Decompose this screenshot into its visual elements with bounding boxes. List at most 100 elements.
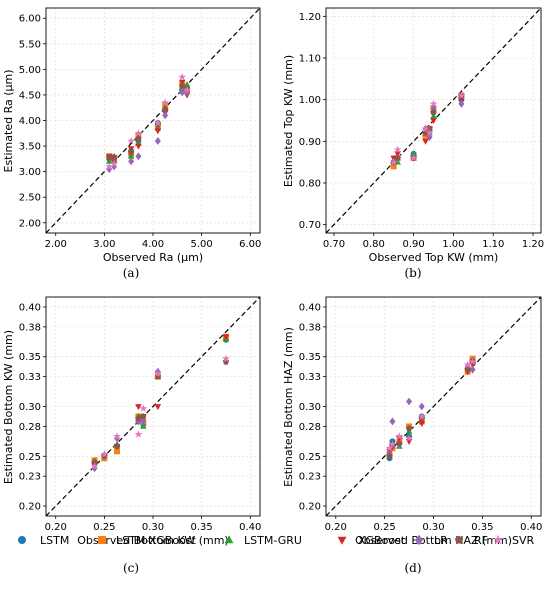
panel-label: (a)	[123, 266, 140, 280]
legend-item: LR	[415, 534, 448, 547]
chart-panel: 0.20 0.25 0.30 0.35 0.40 0.20 0.23 0.25 0.28 0.30…	[282, 296, 542, 575]
data-point	[179, 82, 186, 89]
y-tick-label: 0.33	[299, 372, 321, 383]
x-tick-label: 4.00	[142, 239, 164, 250]
y-tick-label: 5.00	[19, 65, 41, 76]
data-point	[183, 85, 191, 94]
data-point	[396, 440, 403, 446]
x-axis-label: Observed Bottom KW (mm)	[77, 534, 228, 547]
panel-label: (c)	[123, 561, 139, 575]
data-point	[426, 133, 433, 142]
x-tick-label: 0.25	[93, 522, 115, 533]
data-point	[417, 412, 426, 420]
y-tick-label: 1.00	[299, 95, 321, 106]
data-point	[100, 450, 109, 458]
data-point	[457, 91, 466, 99]
y-tick-label: 6.00	[19, 14, 41, 25]
data-point	[127, 136, 135, 145]
data-point	[405, 434, 413, 442]
data-point	[422, 134, 429, 141]
y-tick-label: 0.23	[299, 472, 321, 483]
x-tick-label: 5.00	[191, 239, 213, 250]
data-point	[386, 452, 393, 459]
data-point	[421, 124, 430, 133]
y-tick-label: 0.80	[299, 179, 321, 190]
data-point	[389, 417, 396, 426]
y-tick-label: 0.90	[299, 137, 321, 148]
data-point	[409, 153, 418, 162]
x-tick-label: 1.00	[442, 239, 464, 250]
y-axis-label: Estimated Bottom KW (mm)	[2, 330, 15, 484]
data-point	[183, 81, 191, 88]
legend-label: XGBoost	[358, 534, 406, 547]
data-point	[110, 159, 118, 168]
data-point	[128, 157, 135, 166]
data-point	[114, 448, 121, 455]
data-point	[394, 154, 401, 161]
y-tick-label: 0.33	[19, 372, 41, 383]
legend-label: LSTM-GRU	[244, 534, 302, 547]
data-point	[135, 143, 142, 150]
data-point	[140, 413, 147, 420]
data-point	[127, 152, 135, 159]
data-point	[154, 128, 162, 135]
y-tick-label: 0.35	[299, 352, 321, 363]
legend-item: RF	[454, 534, 488, 547]
x-tick-label: 0.90	[402, 239, 424, 250]
data-point	[91, 458, 98, 465]
data-point	[127, 148, 135, 155]
data-point	[134, 430, 143, 438]
x-tick-label: 0.80	[363, 239, 385, 250]
data-point	[135, 404, 142, 411]
y-tick-label: 4.50	[19, 90, 41, 101]
data-point	[139, 404, 148, 412]
y-tick-label: 1.20	[299, 12, 321, 23]
legend-label: LSTM	[40, 534, 69, 547]
data-point	[113, 443, 121, 449]
y-tick-label: 0.20	[19, 502, 41, 513]
legend-marker	[337, 536, 347, 545]
legend-item: LSTM-GRU	[224, 534, 302, 547]
data-point	[178, 72, 187, 81]
data-point	[105, 162, 114, 170]
data-point	[162, 105, 169, 112]
data-point	[385, 444, 394, 452]
y-tick-label: 2.50	[19, 193, 41, 204]
x-tick-label: 6.00	[239, 239, 261, 250]
legend-item: SVR	[492, 534, 535, 547]
data-point	[430, 112, 437, 119]
data-point	[405, 425, 413, 432]
data-point	[113, 432, 121, 440]
data-point	[90, 462, 99, 470]
data-point	[464, 366, 471, 373]
legend-item: LSTM-XGBoost	[98, 534, 197, 547]
data-point	[458, 99, 465, 108]
x-tick-label: 0.35	[471, 522, 493, 533]
legend-marker	[224, 535, 234, 544]
data-point	[389, 158, 398, 166]
data-point	[393, 145, 402, 153]
y-tick-label: 0.28	[19, 422, 41, 433]
x-tick-label: 1.10	[482, 239, 504, 250]
x-axis-label: Observed Bottom HAZ (mm)	[355, 534, 512, 547]
x-tick-label: 0.40	[239, 522, 261, 533]
plot-frame	[45, 296, 261, 517]
y-tick-label: 1.10	[299, 54, 321, 65]
data-point	[395, 432, 404, 440]
x-tick-label: 2.00	[45, 239, 67, 250]
y-tick-label: 0.20	[299, 502, 321, 513]
data-point	[135, 417, 142, 426]
chart-panel: 2.00 3.00 4.00 5.00 6.00 2.00 2.50 3.00 3.50 4.00…	[2, 7, 261, 280]
data-point	[105, 157, 113, 164]
data-point	[161, 98, 170, 106]
y-tick-label: 0.38	[19, 322, 41, 333]
data-point	[426, 125, 433, 132]
data-point	[162, 111, 169, 120]
x-tick-label: 0.20	[45, 522, 67, 533]
legend-label: LR	[434, 534, 448, 547]
x-axis-label: Observed Top KW (mm)	[369, 251, 499, 264]
x-tick-label: 0.30	[422, 522, 444, 533]
legend-marker	[454, 535, 464, 544]
x-axis-label: Observed Ra (μm)	[103, 251, 203, 264]
